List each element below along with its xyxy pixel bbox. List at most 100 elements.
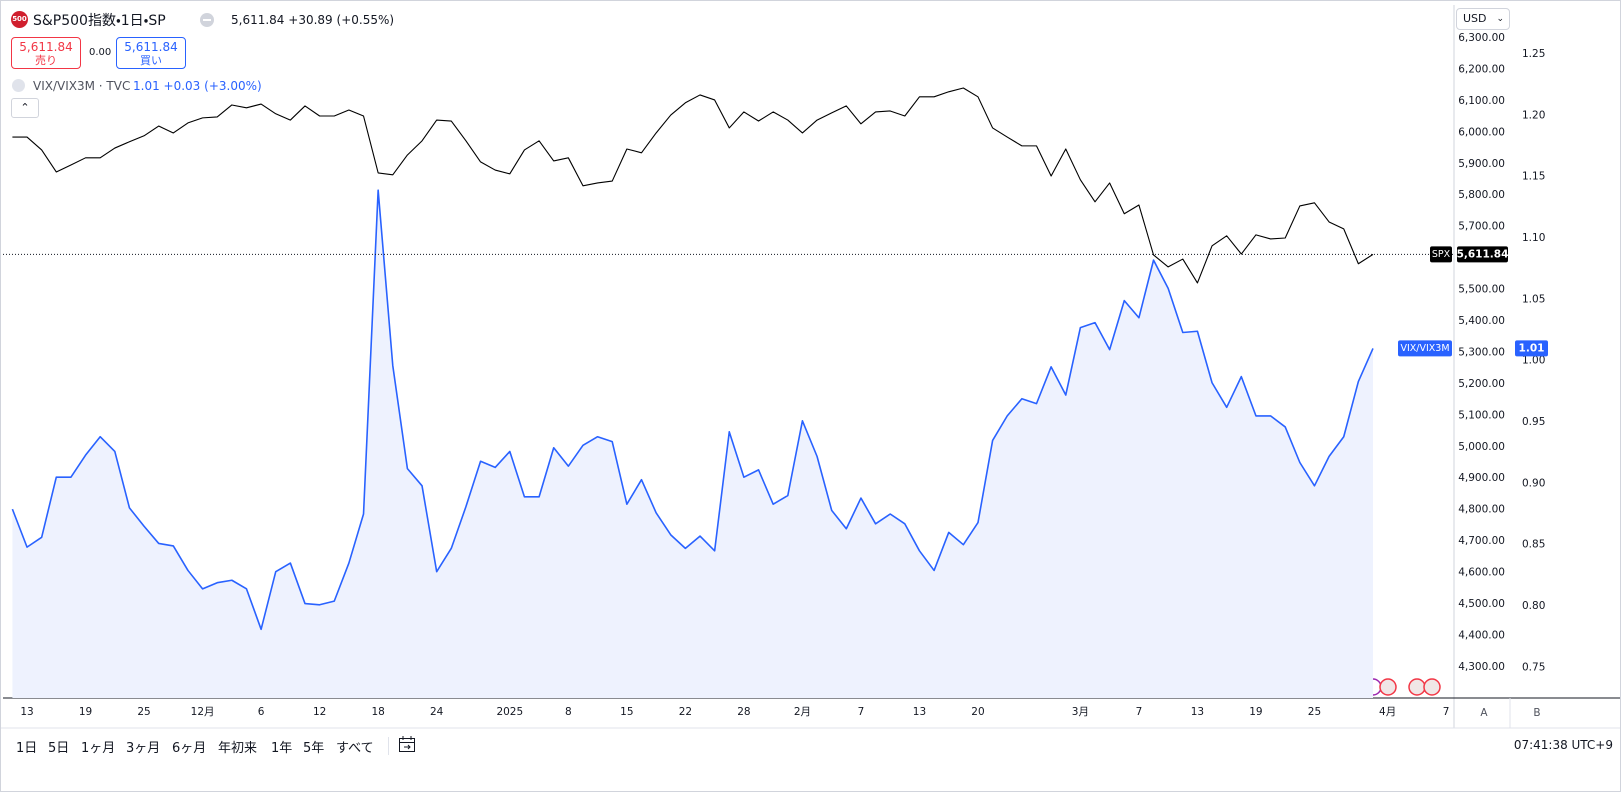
- x-tick-label: 15: [620, 706, 633, 718]
- date-range-button[interactable]: [398, 735, 416, 753]
- y2-tick-label: 0.95: [1522, 416, 1545, 428]
- spread: 0.00: [89, 47, 112, 58]
- price-change: +30.89: [288, 13, 333, 27]
- x-tick-label: 13: [20, 706, 33, 718]
- x-tick-label: 12月: [191, 706, 215, 718]
- buy-price: 5,611.84: [124, 40, 178, 54]
- y-tick-label: 5,500.00: [1458, 284, 1505, 296]
- y2-tick-label: 1.25: [1522, 48, 1545, 60]
- x-tick-label: 8: [565, 706, 572, 718]
- series-name-badge: [1430, 246, 1452, 263]
- x-tick-label: 3月: [1072, 706, 1089, 718]
- y-tick-label: 5,100.00: [1458, 409, 1505, 421]
- overlay-title[interactable]: VIX/VIX3M · TVC: [33, 79, 131, 93]
- x-tick-label: 13: [1191, 706, 1204, 718]
- y-tick-label: 4,400.00: [1458, 629, 1505, 641]
- event-icons: [1364, 678, 1441, 696]
- x-tick-label: 2025: [496, 706, 523, 718]
- y-tick-label: 6,300.00: [1458, 32, 1505, 44]
- range-button[interactable]: 年初来: [218, 741, 258, 756]
- y-tick-label: 5,300.00: [1458, 346, 1505, 358]
- overlay-values: 1.01 +0.03 (+3.00%): [133, 79, 262, 93]
- last-value-badge: [1515, 340, 1548, 357]
- scale-button[interactable]: B: [1533, 707, 1540, 719]
- last-value-badge: [1457, 246, 1508, 263]
- series-name: VIX/VIX3M: [1400, 343, 1449, 354]
- calendar-icon: [399, 736, 415, 752]
- y-tick-label: 4,500.00: [1458, 598, 1505, 610]
- x-tick-label: 18: [371, 706, 384, 718]
- x-tick-label: 6: [258, 706, 265, 718]
- price-change-pct: (+0.55%): [336, 13, 395, 27]
- sell-label: 売り: [35, 54, 57, 67]
- range-button[interactable]: 5日: [48, 741, 70, 756]
- y-tick-label: 4,300.00: [1458, 661, 1505, 673]
- overlay-change-pct: (+3.00%): [204, 79, 262, 93]
- buy-label: 買い: [140, 54, 162, 67]
- y2-tick-label: 1.00: [1522, 355, 1545, 367]
- x-tick-label: 19: [1249, 706, 1262, 718]
- sell-price: 5,611.84: [19, 40, 73, 54]
- range-button[interactable]: 1ヶ月: [81, 741, 116, 756]
- y-tick-label: 5,800.00: [1458, 189, 1505, 201]
- range-button[interactable]: 1年: [271, 741, 293, 756]
- y-tick-label: 6,000.00: [1458, 126, 1505, 138]
- x-tick-label: 12: [313, 706, 326, 718]
- y2-tick-label: 0.80: [1522, 600, 1545, 612]
- x-tick-label: 7: [858, 706, 865, 718]
- y-tick-label: 5,200.00: [1458, 378, 1505, 390]
- y2-tick-label: 1.05: [1522, 293, 1545, 305]
- scale-button[interactable]: A: [1480, 707, 1488, 719]
- y-tick-label: 5,400.00: [1458, 315, 1505, 327]
- series-name-badge: [1398, 340, 1452, 357]
- x-tick-label: 7: [1136, 706, 1143, 718]
- y2-tick-label: 0.75: [1522, 661, 1545, 673]
- x-tick-label: 25: [1308, 706, 1321, 718]
- y-tick-label: 4,700.00: [1458, 535, 1505, 547]
- y-tick-label: 5,000.00: [1458, 441, 1505, 453]
- overlay-icon: [12, 79, 25, 92]
- y2-tick-label: 1.15: [1522, 171, 1545, 183]
- sell-button[interactable]: 5,611.84 売り: [11, 37, 81, 69]
- y-tick-label: 4,800.00: [1458, 504, 1505, 516]
- plot: [11, 87, 1374, 698]
- range-button[interactable]: 6ヶ月: [172, 741, 207, 756]
- x-tick-label: 22: [679, 706, 692, 718]
- x-tick-label: 2月: [794, 706, 811, 718]
- x-tick-label: 7: [1443, 706, 1450, 718]
- x-tick-label: 24: [430, 706, 444, 718]
- currency: USD: [1463, 12, 1487, 25]
- y2-tick-label: 1.10: [1522, 232, 1545, 244]
- range-button[interactable]: 3ヶ月: [126, 741, 161, 756]
- clock: 07:41:38 UTC+9: [1513, 738, 1613, 752]
- x-tick-label: 13: [913, 706, 926, 718]
- range-button[interactable]: すべて: [336, 741, 374, 756]
- overlay-value: 1.01: [133, 79, 160, 93]
- overlay-change: +0.03: [163, 79, 201, 93]
- y-tick-label: 5,700.00: [1458, 221, 1505, 233]
- last-price: 5,611.84: [231, 13, 285, 27]
- y-tick-label: 6,100.00: [1458, 95, 1505, 107]
- price-summary: 5,611.84 +30.89 (+0.55%): [231, 13, 394, 27]
- x-tick-label: 19: [79, 706, 92, 718]
- y2-tick-label: 1.20: [1522, 109, 1545, 121]
- x-tick-label: 4月: [1379, 706, 1396, 718]
- y-tick-label: 4,900.00: [1458, 472, 1505, 484]
- y2-tick-label: 0.85: [1522, 539, 1545, 551]
- symbol-title[interactable]: S&P500指数・1日・SP: [33, 13, 166, 29]
- collapse-button[interactable]: ⌃: [11, 98, 39, 118]
- currency-select[interactable]: USD ⌄: [1456, 8, 1510, 30]
- series-name: SPX: [1432, 249, 1451, 260]
- status-icon: [200, 13, 214, 27]
- range-button[interactable]: 5年: [303, 741, 325, 756]
- range-divider: [388, 737, 389, 755]
- last-value-label: 5,611.84: [1457, 248, 1509, 260]
- y-tick-label: 4,600.00: [1458, 567, 1505, 579]
- x-tick-label: 28: [737, 706, 750, 718]
- buy-button[interactable]: 5,611.84 買い: [116, 37, 186, 69]
- last-value-label: 1.01: [1519, 342, 1545, 354]
- y-tick-label: 6,200.00: [1458, 63, 1505, 75]
- range-button[interactable]: 1日: [16, 741, 38, 756]
